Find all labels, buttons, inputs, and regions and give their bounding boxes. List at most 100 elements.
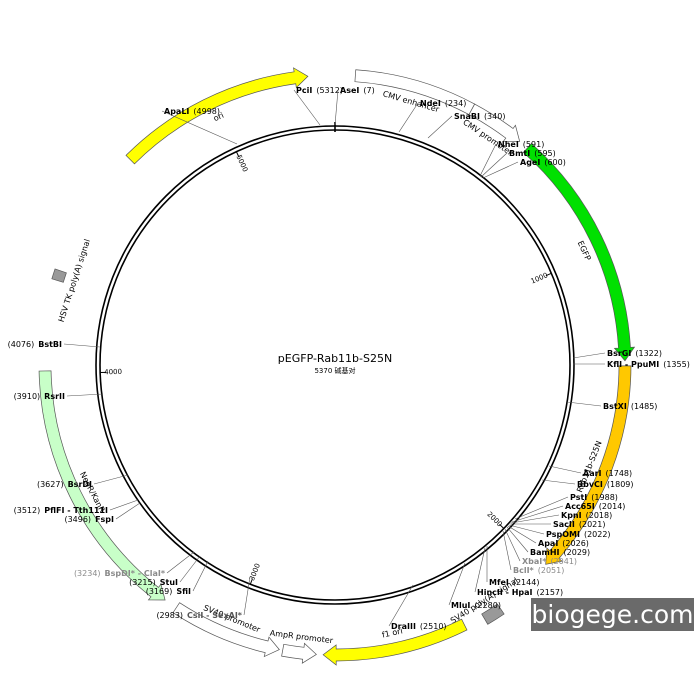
site-name: NdeI [420,99,441,108]
plasmid-size: 5370 碱基对 [314,366,355,375]
site-label: XbaI* (2041) [522,557,577,566]
site-position: (3910) [14,392,41,401]
feature-f1-ori [322,618,468,666]
site-name: BmtI [509,149,530,158]
site-leader [166,551,195,574]
site-leader [334,89,339,126]
site-name: BstXI [603,402,627,411]
site-position: (591) [523,140,545,149]
feature-sv40-promoter [172,602,280,658]
site-leader [448,562,466,606]
site-label: BamHI (2029) [530,548,590,557]
center-labels: pEGFP-Rab11b-S25N 5370 碱基对 [278,352,392,375]
site-label: SacII (2021) [553,520,605,529]
tick-mark [249,578,253,585]
site-name: KpnI [561,511,582,520]
site-label: (3496) FspI [64,515,114,524]
site-name: SfiI [176,587,191,596]
site-name: DraIII [391,622,416,631]
site-name: StuI [160,578,178,587]
site-label: (3215) StuI [129,578,178,587]
site-name: BstBI [38,340,62,349]
site-name: MfeI [489,578,509,587]
site-label: (2983) CsiI - SexAI* [156,611,242,620]
site-label: Acc65I (2014) [565,502,625,511]
site-name: BsrGI [607,349,631,358]
site-position: (2022) [584,530,611,539]
site-position: (2983) [156,611,183,620]
tick-label: 1000 [530,271,550,285]
site-leader [192,560,209,592]
site-label: HincII - HpaI (2157) [477,588,563,597]
site-leader [502,530,512,571]
site-position: (3627) [37,480,64,489]
site-position: (1809) [607,480,634,489]
site-label: MfeI (2144) [489,578,539,587]
tick-mark [545,272,552,277]
site-label: BstXI (1485) [603,402,657,411]
site-label: NheI (591) [498,140,544,149]
site-name: HincII - HpaI [477,588,533,597]
site-name: KflI - PpuMI [607,360,659,369]
site-position: (2021) [579,520,606,529]
site-position: (1355) [663,360,690,369]
site-label: KpnI (2018) [561,511,612,520]
site-name: BamHI [530,548,560,557]
site-label: KflI - PpuMI (1355) [607,360,690,369]
site-leader [507,525,537,544]
site-position: (1748) [606,469,633,478]
site-label: DraIII (2510) [391,622,447,631]
site-label: BbvCI (1809) [577,480,634,489]
site-name: AseI [340,86,359,95]
feature-label-ampr-promoter: AmpR promoter [269,629,334,646]
site-position: (3512) [14,506,41,515]
site-position: (4998) [193,107,220,116]
site-position: (2018) [586,511,613,520]
site-position: (2051) [538,566,565,575]
site-name: MluI [451,601,470,610]
site-position: (3169) [146,587,173,596]
site-name: BsrDI [68,480,92,489]
site-name: NheI [498,140,519,149]
site-position: (340) [484,112,506,121]
feature-hsv-tk-polya [51,268,67,283]
site-name: FspI [95,515,114,524]
site-leader [66,393,104,397]
site-label: (3910) RsrII [14,392,65,401]
site-leader [480,152,508,178]
site-position: (7) [363,86,374,95]
site-position: (3234) [74,569,101,578]
site-position: (595) [534,149,556,158]
site-position: (1988) [591,493,618,502]
feature-egfp [522,143,636,362]
site-label: (3234) BspDI* - ClaI* [74,569,166,578]
site-label: (4076) BstBI [8,340,62,349]
tick-label: 3000 [248,562,262,582]
site-name: PciI [296,86,312,95]
site-name: PflFI - Tth111I [44,506,108,515]
backbone-outer [95,125,575,605]
tick-mark [499,523,505,529]
site-position: (2157) [537,588,564,597]
site-label: BclI* (2051) [513,566,564,575]
feature-sv40-polya [481,603,505,625]
site-leader [541,479,576,485]
site-leader [548,465,582,474]
site-label: (3512) PflFI - Tth111I [14,506,108,515]
site-leader [243,576,251,616]
site-position: (2029) [564,548,591,557]
watermark-logo: biogege.com [531,598,694,631]
backbone-ring [95,122,575,605]
site-position: (2144) [513,578,540,587]
site-position: (4076) [8,340,35,349]
site-leader [508,524,545,535]
feature-label-egfp: EGFP [576,240,593,263]
feature-ampr-promoter [281,642,317,664]
site-label: PciI (5312) [296,86,343,95]
site-label: ApaI (2026) [538,539,589,548]
site-label: (3169) SfiI [146,587,191,596]
site-label: MluI (2280) [451,601,501,610]
site-name: AarI [583,469,602,478]
feature-label-f1-ori: f1 ori [381,626,403,639]
site-name: ApaLI [164,107,189,116]
